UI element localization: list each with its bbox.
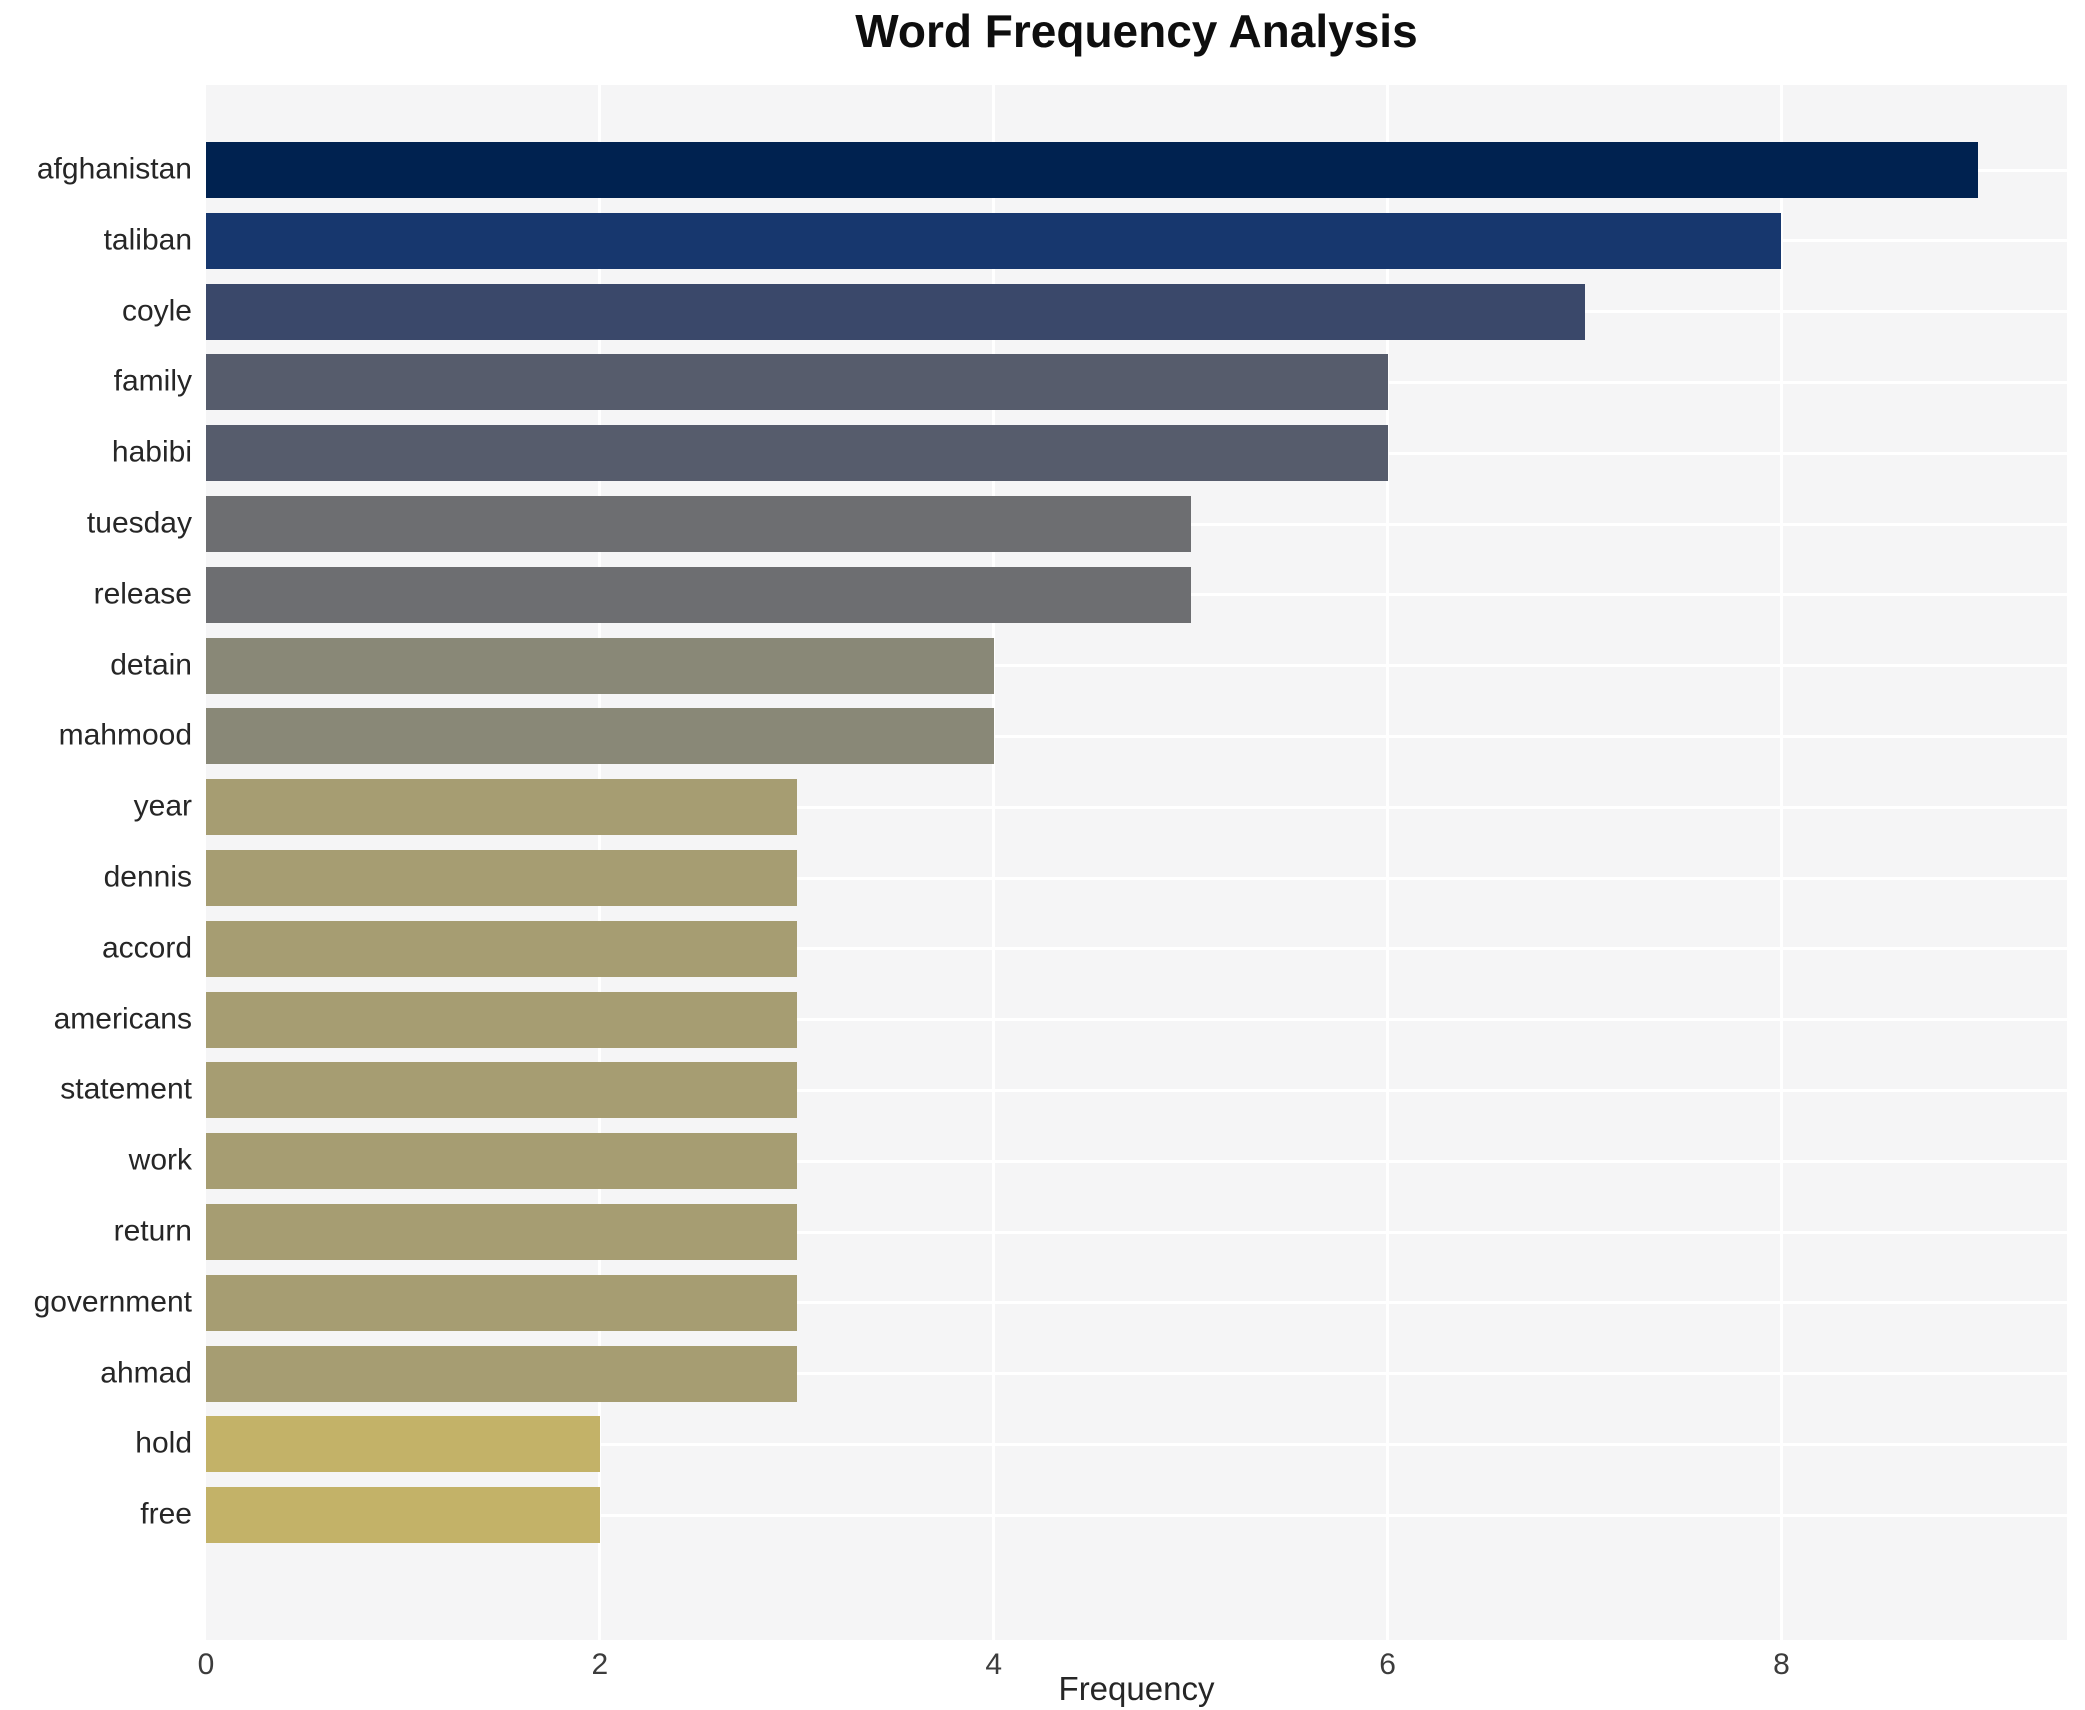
x-gridline bbox=[1779, 85, 1783, 1640]
bar-tuesday bbox=[206, 496, 1191, 552]
bar-return bbox=[206, 1204, 797, 1260]
y-gridline bbox=[206, 1372, 2067, 1376]
bar-americans bbox=[206, 991, 797, 1048]
bar-dennis bbox=[206, 850, 797, 906]
y-gridline bbox=[206, 734, 2067, 738]
y-tick-label-work: work bbox=[128, 1143, 192, 1177]
y-tick-label-mahmood: mahmood bbox=[58, 718, 192, 752]
x-tick-label: 8 bbox=[1773, 1648, 1790, 1681]
x-tick-label: 2 bbox=[591, 1648, 609, 1681]
y-tick-label-return: return bbox=[113, 1214, 192, 1248]
chart-title: Word Frequency Analysis bbox=[855, 5, 1418, 57]
y-gridline bbox=[206, 1513, 2067, 1517]
x-axis-title: Frequency bbox=[1058, 1670, 1215, 1707]
y-tick-label-habibi: habibi bbox=[111, 435, 192, 469]
y-tick-label-family: family bbox=[113, 364, 192, 398]
bar-work bbox=[206, 1133, 797, 1190]
y-tick-label-taliban: taliban bbox=[103, 223, 192, 257]
y-tick-label-americans: americans bbox=[53, 1001, 192, 1035]
y-gridline bbox=[206, 876, 2067, 880]
y-gridline bbox=[206, 1018, 2067, 1022]
bar-free bbox=[206, 1487, 600, 1544]
y-tick-label-dennis: dennis bbox=[103, 860, 192, 894]
plot-area bbox=[206, 85, 2067, 1640]
y-tick-label-tuesday: tuesday bbox=[86, 506, 192, 540]
y-tick-label-afghanistan: afghanistan bbox=[36, 152, 192, 186]
y-tick-label-accord: accord bbox=[101, 931, 192, 965]
y-gridline bbox=[206, 1442, 2067, 1446]
y-gridline bbox=[206, 1301, 2067, 1305]
bar-family bbox=[206, 354, 1388, 411]
x-tick-label: 4 bbox=[985, 1648, 1003, 1681]
x-gridline bbox=[1386, 85, 1390, 1640]
y-tick-label-coyle: coyle bbox=[121, 293, 192, 327]
bar-release bbox=[206, 566, 1191, 623]
y-tick-label-hold: hold bbox=[135, 1426, 192, 1460]
bar-accord bbox=[206, 920, 797, 977]
bar-coyle bbox=[206, 283, 1585, 340]
bar-mahmood bbox=[206, 708, 994, 765]
x-gridline bbox=[992, 85, 996, 1640]
y-tick-label-statement: statement bbox=[60, 1072, 192, 1106]
y-tick-label-government: government bbox=[33, 1285, 192, 1319]
y-gridline bbox=[206, 664, 2067, 668]
bar-hold bbox=[206, 1416, 600, 1473]
y-tick-label-ahmad: ahmad bbox=[100, 1355, 192, 1389]
bar-habibi bbox=[206, 425, 1388, 482]
y-gridline bbox=[206, 1230, 2067, 1234]
y-gridline bbox=[206, 1159, 2067, 1163]
x-tick-label: 0 bbox=[197, 1648, 215, 1681]
y-tick-label-year: year bbox=[133, 789, 192, 823]
bar-afghanistan bbox=[206, 142, 1979, 198]
bar-year bbox=[206, 779, 797, 836]
y-gridline bbox=[206, 805, 2067, 809]
bar-ahmad bbox=[206, 1345, 797, 1402]
y-tick-label-detain: detain bbox=[110, 647, 192, 681]
y-tick-label-release: release bbox=[93, 577, 192, 611]
bar-detain bbox=[206, 637, 994, 694]
y-tick-label-free: free bbox=[140, 1497, 192, 1531]
y-gridline bbox=[206, 947, 2067, 951]
bar-government bbox=[206, 1274, 797, 1331]
x-tick-label: 6 bbox=[1379, 1648, 1396, 1681]
bar-statement bbox=[206, 1062, 797, 1119]
y-gridline bbox=[206, 1088, 2067, 1092]
bar-taliban bbox=[206, 212, 1782, 269]
